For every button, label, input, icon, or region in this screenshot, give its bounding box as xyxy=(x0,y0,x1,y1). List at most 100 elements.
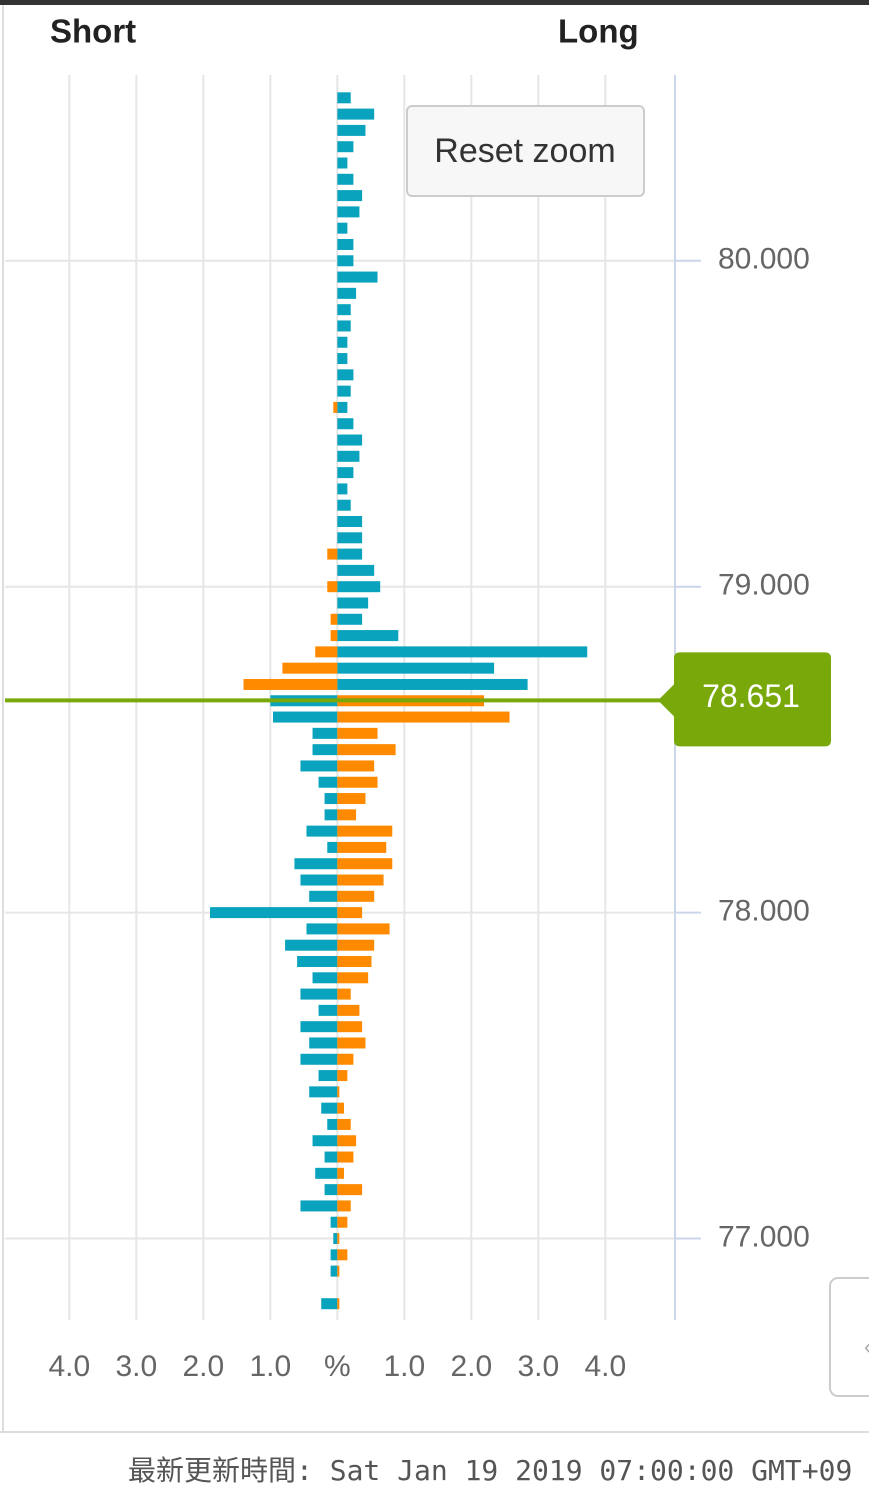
bar xyxy=(309,890,338,902)
bar xyxy=(300,1200,338,1212)
bar xyxy=(327,548,338,560)
bar xyxy=(337,434,363,446)
bar xyxy=(210,907,338,919)
bar xyxy=(300,874,338,886)
bar xyxy=(337,1167,345,1179)
bar xyxy=(297,955,338,967)
reset-zoom-button[interactable] xyxy=(406,105,645,197)
bar xyxy=(337,841,387,853)
bar xyxy=(327,841,338,853)
bar xyxy=(337,1184,363,1196)
bar xyxy=(309,1037,338,1049)
y-tick-label: 78.000 xyxy=(718,895,810,928)
bar xyxy=(337,744,396,756)
bar xyxy=(337,353,348,365)
bar xyxy=(312,727,338,739)
bar xyxy=(321,1298,338,1310)
bar xyxy=(337,907,363,919)
bar xyxy=(337,320,351,332)
bar xyxy=(337,972,369,984)
bar xyxy=(282,662,338,674)
current-price-label: 78.651 xyxy=(702,678,800,714)
bar xyxy=(337,923,390,935)
side-tab[interactable] xyxy=(829,1277,869,1397)
bar xyxy=(300,1053,338,1065)
bar xyxy=(337,1298,340,1310)
bar xyxy=(330,630,338,642)
bar xyxy=(337,581,381,593)
bar xyxy=(324,809,338,821)
bar xyxy=(337,760,375,772)
bar xyxy=(337,222,348,234)
bar xyxy=(337,1233,340,1245)
long-label: Long xyxy=(558,13,639,50)
bar xyxy=(337,1200,351,1212)
bar xyxy=(337,988,351,1000)
bar xyxy=(337,793,366,805)
bar xyxy=(337,92,351,104)
bar xyxy=(330,1249,338,1261)
bar xyxy=(337,1053,354,1065)
bar xyxy=(337,385,351,397)
bar xyxy=(330,613,338,625)
bar xyxy=(273,711,338,723)
bar xyxy=(337,1216,348,1228)
bar xyxy=(337,727,378,739)
bar xyxy=(337,467,354,479)
bar xyxy=(300,1021,338,1033)
bar xyxy=(337,516,363,528)
y-tick-label: 80.000 xyxy=(718,243,810,276)
bar xyxy=(337,646,588,658)
bar xyxy=(337,483,348,495)
bar xyxy=(337,238,354,250)
x-tick-label: 2.0 xyxy=(182,1350,224,1383)
bar xyxy=(300,760,338,772)
bar xyxy=(337,1102,345,1114)
bar xyxy=(300,988,338,1000)
bar xyxy=(318,1004,338,1016)
bar xyxy=(330,1265,338,1277)
x-tick-label: 3.0 xyxy=(517,1350,559,1383)
x-tick-label: 2.0 xyxy=(450,1350,492,1383)
bar xyxy=(309,1086,338,1098)
top-bar xyxy=(0,0,869,5)
x-tick-label: 1.0 xyxy=(249,1350,291,1383)
bar xyxy=(337,955,372,967)
bar xyxy=(337,271,378,283)
bar xyxy=(337,825,393,837)
bar xyxy=(327,581,338,593)
reset-zoom-text[interactable]: Reset zoom xyxy=(434,132,615,170)
bar xyxy=(337,678,528,690)
bar xyxy=(337,401,348,413)
bar xyxy=(318,1070,338,1082)
bar xyxy=(337,1086,340,1098)
bar xyxy=(337,564,375,576)
y-tick-label: 79.000 xyxy=(718,569,810,602)
bar xyxy=(337,336,348,348)
bar xyxy=(337,1070,348,1082)
bar xyxy=(337,1249,348,1261)
bar xyxy=(337,1118,351,1130)
bar xyxy=(337,206,360,218)
bar xyxy=(306,825,338,837)
bar xyxy=(312,1135,338,1147)
bar xyxy=(337,1151,354,1163)
bar xyxy=(312,972,338,984)
bar xyxy=(315,646,338,658)
bar xyxy=(337,287,357,299)
bar xyxy=(337,858,393,870)
bar xyxy=(337,304,351,316)
bar xyxy=(337,809,357,821)
bar xyxy=(330,1216,338,1228)
x-tick-label: % xyxy=(324,1350,351,1383)
bar xyxy=(337,711,510,723)
bar xyxy=(337,613,363,625)
plot: 4.0 3.0 2.0 1.0% 1.0 2.0 3.0 4.0 77.000 78.000 79.… xyxy=(5,75,831,1383)
bar xyxy=(337,1021,363,1033)
x-tick-label: 4.0 xyxy=(584,1350,626,1383)
current-price-badge xyxy=(658,652,831,747)
bar xyxy=(337,369,354,381)
bar xyxy=(337,141,354,153)
